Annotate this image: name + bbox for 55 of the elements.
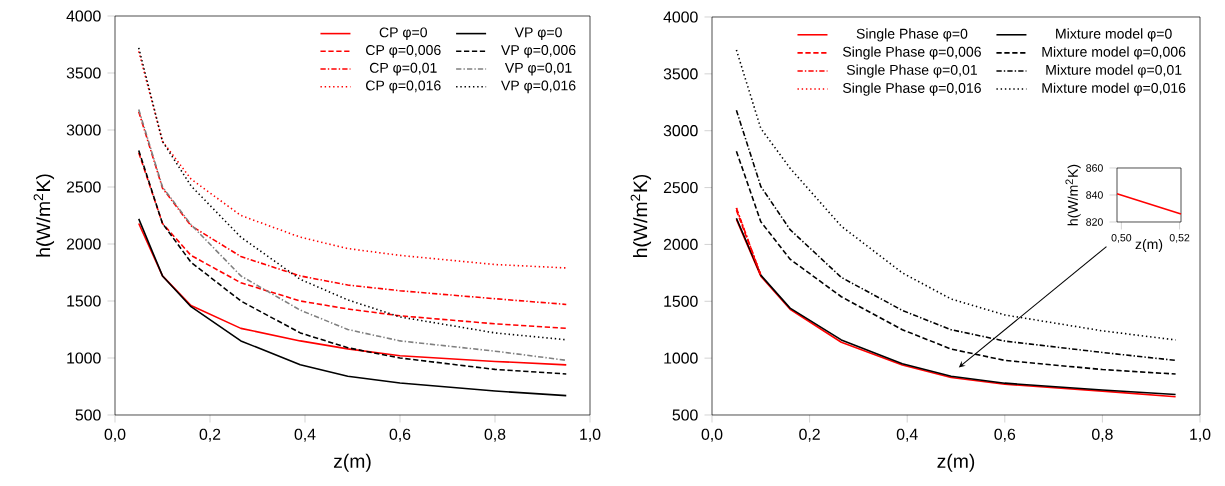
y-axis-title: h(W/m$^{2}$K): [1065, 164, 1081, 226]
legend-label: Mixture model φ=0,01: [1046, 64, 1182, 78]
x-tick-label: 0,6: [994, 428, 1016, 442]
x-tick-label: 0,0: [701, 428, 723, 442]
y-tick-label: 500: [672, 409, 698, 421]
y-tick-label: 500: [75, 409, 101, 421]
legend-label: Mixture model φ=0,016: [1042, 82, 1186, 96]
x-tick-label: 0,2: [199, 428, 221, 442]
x-tick-label: 0,2: [799, 428, 820, 442]
x-tick-label: 0,8: [484, 428, 506, 442]
y-tick-label: 2000: [66, 238, 101, 250]
y-tick-label: 1000: [67, 352, 101, 364]
x-tick-label: 1,0: [580, 428, 601, 442]
legend-label: CP φ=0,006: [366, 45, 441, 58]
x-tick-label: 0,50: [1111, 233, 1132, 243]
legend-label: CP φ=0,016: [366, 80, 441, 94]
legend-label: VP φ=0,006: [501, 45, 576, 58]
x-axis-title: z(m): [333, 453, 371, 472]
legend-label: VP φ=0,016: [501, 80, 576, 94]
legend-label: Mixture model φ=0,006: [1042, 46, 1186, 60]
x-tick-label: 0,8: [1092, 428, 1113, 442]
y-tick-label: 4000: [663, 11, 698, 23]
y-axis-title: h(W/m$^{2}$K): [630, 174, 652, 257]
legend-label: Single Phase φ=0,01: [846, 64, 977, 78]
legend-label: CP φ=0: [379, 27, 428, 41]
legend-label: CP φ=0,01: [369, 62, 437, 76]
x-tick-label: 0,0: [104, 428, 126, 442]
x-tick-label: 0,6: [389, 428, 411, 442]
y-tick-label: 820: [1086, 218, 1103, 226]
legend-label: VP φ=0,01: [504, 62, 572, 76]
y-tick-label: 1500: [67, 295, 101, 307]
y-tick-label: 3500: [663, 68, 698, 80]
x-tick-label: 0,4: [294, 428, 316, 442]
legend-label: Single Phase φ=0,016: [842, 82, 981, 96]
y-axis-title: h(W/m$^{2}$K): [33, 174, 55, 257]
y-tick-label: 3500: [66, 67, 101, 79]
legend-label: Single Phase φ=0,006: [842, 46, 981, 60]
y-tick-label: 2000: [663, 238, 698, 251]
legend-label: Mixture model φ=0: [1056, 28, 1172, 42]
x-tick-label: 0,52: [1169, 233, 1190, 243]
y-tick-label: 840: [1086, 191, 1103, 199]
legend-label: Single Phase φ=0: [856, 28, 968, 42]
y-tick-label: 1000: [664, 352, 698, 364]
y-tick-label: 3000: [66, 124, 101, 136]
x-axis-title: z(m): [937, 453, 975, 472]
y-tick-label: 1500: [664, 295, 698, 307]
y-tick-label: 2500: [663, 181, 698, 194]
x-axis-title: z(m): [1135, 238, 1163, 253]
x-tick-label: 1,0: [1190, 428, 1211, 442]
x-tick-label: 0,4: [896, 428, 918, 442]
y-tick-label: 3000: [663, 125, 698, 137]
y-tick-label: 2500: [66, 181, 101, 193]
y-tick-label: 860: [1086, 164, 1103, 172]
y-tick-label: 4000: [66, 10, 101, 22]
legend-label: VP φ=0: [514, 27, 562, 41]
